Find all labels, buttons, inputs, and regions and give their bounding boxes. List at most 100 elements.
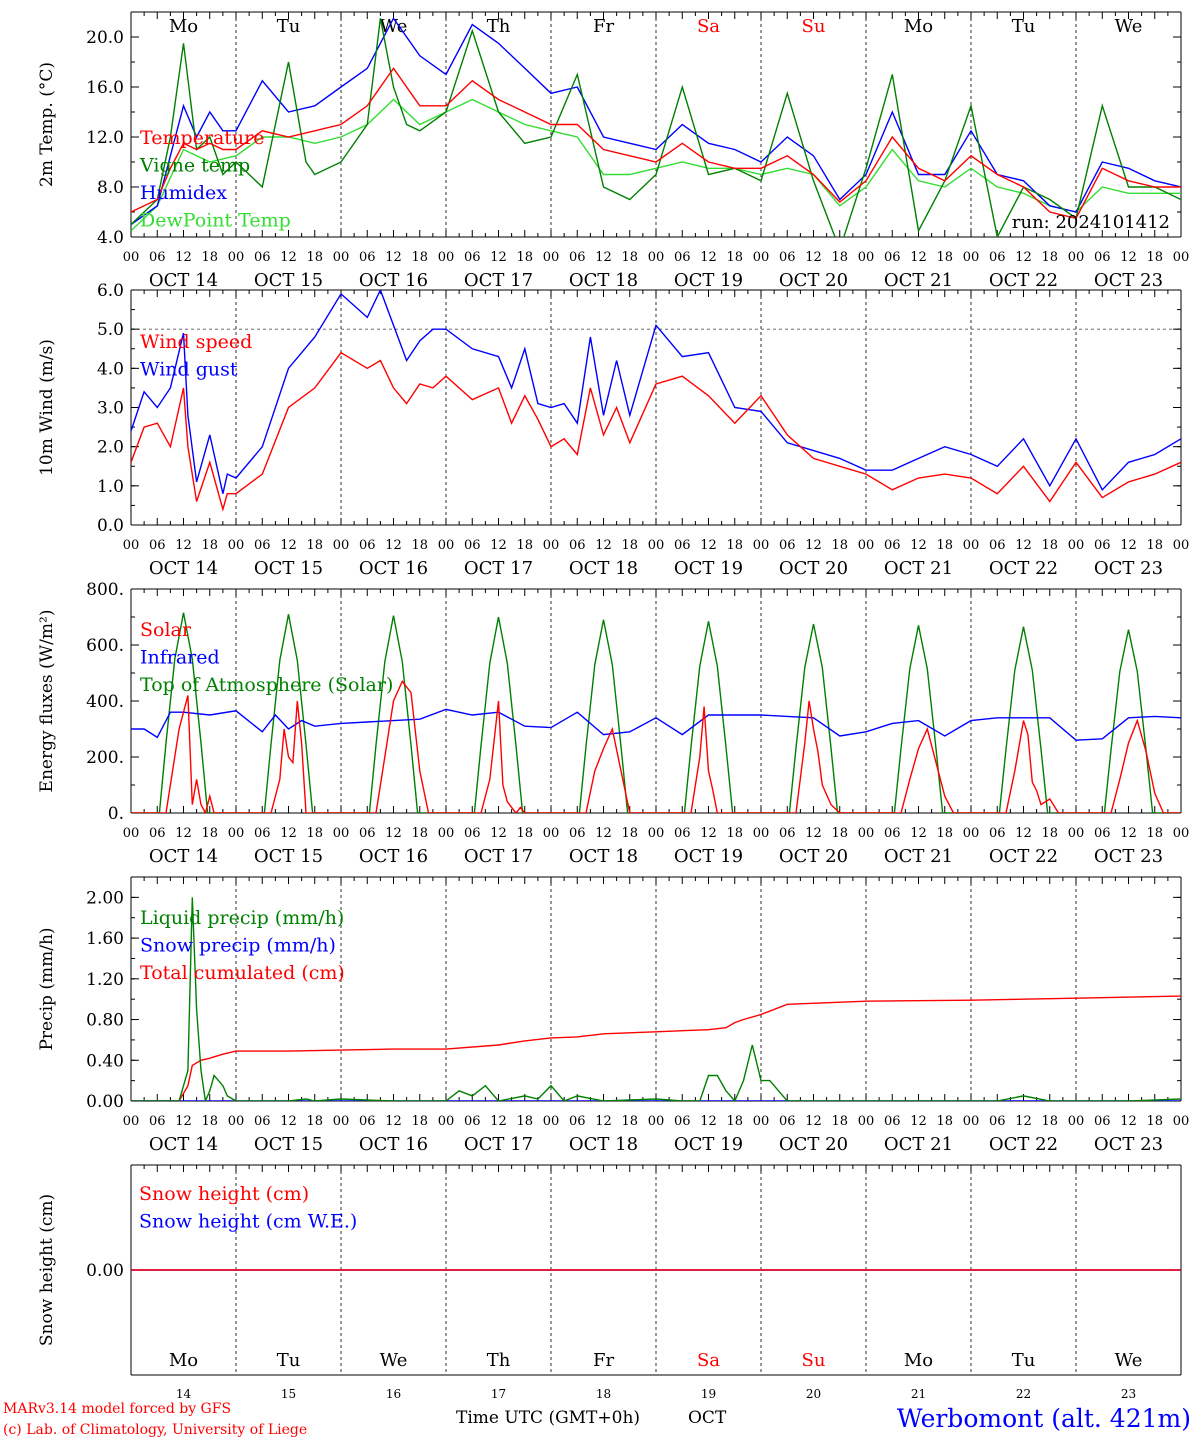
hour-tick-label: 00	[228, 826, 245, 841]
hour-tick-label: 00	[228, 250, 245, 265]
date-label: OCT 20	[779, 558, 848, 579]
hour-tick-label: 00	[123, 826, 140, 841]
hour-tick-label: 00	[333, 1114, 350, 1129]
hour-tick-label: 12	[805, 826, 822, 841]
hour-tick-label: 06	[464, 826, 481, 841]
hour-tick-label: 06	[884, 1114, 901, 1129]
legend-entry: Wind speed	[140, 331, 252, 353]
hour-tick-label: 06	[1094, 1114, 1111, 1129]
hour-tick-label: 12	[595, 826, 612, 841]
legend-entry: Humidex	[140, 182, 227, 204]
hour-tick-label: 12	[280, 250, 297, 265]
series-line-infrared	[131, 708, 1181, 741]
hour-tick-label: 00	[438, 538, 455, 553]
hour-tick-label: 00	[963, 1114, 980, 1129]
hour-tick-label: 12	[280, 1114, 297, 1129]
hour-tick-label: 06	[674, 250, 691, 265]
weekday-label: We	[380, 1350, 408, 1371]
hour-tick-label: 06	[1094, 826, 1111, 841]
hour-tick-label: 06	[569, 538, 586, 553]
hour-tick-label: 18	[306, 250, 323, 265]
day-number-label: 19	[701, 1387, 716, 1401]
hour-tick-label: 06	[569, 250, 586, 265]
date-label: OCT 22	[989, 1134, 1058, 1155]
hour-tick-label: 12	[805, 538, 822, 553]
hour-tick-label: 18	[1041, 538, 1058, 553]
run-annotation: run: 2024101412	[1012, 212, 1170, 233]
hour-tick-label: 06	[254, 1114, 271, 1129]
hour-tick-label: 00	[753, 250, 770, 265]
y-tick-label: 200.	[86, 748, 124, 768]
y-tick-label: 0.80	[86, 1011, 124, 1031]
hour-tick-label: 18	[726, 1114, 743, 1129]
series-line-temperature	[131, 67, 1181, 220]
hour-tick-label: 00	[123, 538, 140, 553]
hour-tick-label: 18	[411, 538, 428, 553]
date-label: OCT 15	[254, 846, 323, 867]
date-label: OCT 21	[884, 558, 953, 579]
y-tick-label: 0.	[108, 804, 124, 824]
date-label: OCT 22	[989, 846, 1058, 867]
hour-tick-label: 18	[201, 1114, 218, 1129]
y-tick-label: 4.0	[97, 359, 124, 379]
hour-tick-label: 18	[411, 1114, 428, 1129]
y-tick-label: 20.0	[86, 28, 124, 48]
hour-tick-label: 18	[1146, 1114, 1163, 1129]
hour-tick-label: 18	[726, 826, 743, 841]
series-line-wind-gust	[131, 290, 1181, 494]
hour-tick-label: 18	[516, 1114, 533, 1129]
hour-tick-label: 06	[254, 250, 271, 265]
hour-tick-label: 00	[333, 538, 350, 553]
hour-tick-label: 00	[753, 1114, 770, 1129]
hour-tick-label: 12	[490, 250, 507, 265]
date-label: OCT 15	[254, 1134, 323, 1155]
hour-tick-label: 06	[989, 826, 1006, 841]
y-tick-label: 2.00	[86, 888, 124, 908]
series-line-liquid-precip-mm-h	[131, 897, 1181, 1101]
hour-tick-label: 00	[438, 250, 455, 265]
hour-tick-label: 12	[175, 250, 192, 265]
hour-tick-label: 00	[648, 826, 665, 841]
hour-tick-label: 06	[569, 1114, 586, 1129]
hour-tick-label: 00	[543, 826, 560, 841]
hour-tick-label: 18	[201, 250, 218, 265]
hour-tick-label: 06	[569, 826, 586, 841]
date-label: OCT 15	[254, 558, 323, 579]
date-label: OCT 18	[569, 846, 638, 867]
weekday-label: We	[1115, 1350, 1143, 1371]
hour-tick-label: 06	[674, 1114, 691, 1129]
hour-tick-label: 00	[1173, 250, 1190, 265]
hour-tick-label: 12	[1015, 1114, 1032, 1129]
date-label: OCT 17	[464, 846, 533, 867]
hour-tick-label: 12	[595, 250, 612, 265]
y-tick-label: 1.60	[86, 929, 124, 949]
hour-tick-label: 00	[123, 1114, 140, 1129]
y-tick-label: 0.0	[97, 516, 124, 536]
weekday-label: Tu	[1012, 16, 1036, 37]
hour-tick-label: 06	[779, 538, 796, 553]
date-label: OCT 18	[569, 558, 638, 579]
hour-tick-label: 06	[464, 538, 481, 553]
hour-tick-label: 12	[805, 1114, 822, 1129]
date-label: OCT 23	[1094, 1134, 1163, 1155]
date-label: OCT 14	[149, 1134, 218, 1155]
hour-tick-label: 00	[1173, 1114, 1190, 1129]
hour-tick-label: 12	[490, 826, 507, 841]
day-number-label: 22	[1016, 1387, 1031, 1401]
hour-tick-label: 12	[1015, 826, 1032, 841]
date-label: OCT 14	[149, 846, 218, 867]
legend-entry: Infrared	[140, 647, 220, 669]
hour-tick-label: 18	[1041, 1114, 1058, 1129]
weekday-label: Mo	[904, 16, 933, 37]
legend-entry: Vigne temp	[139, 155, 250, 177]
date-label: OCT 17	[464, 1134, 533, 1155]
weekday-label: Tu	[277, 1350, 301, 1371]
date-label: OCT 16	[359, 558, 428, 579]
weekday-label: Su	[802, 16, 826, 37]
y-tick-label: 400.	[86, 692, 124, 712]
hour-tick-label: 18	[621, 538, 638, 553]
hour-tick-label: 00	[1068, 250, 1085, 265]
panel-5: 0.00 Snow height (cm) Mo Tu We Th Fr Sa Su Mo Tu We…	[37, 1164, 1182, 1401]
series-line-dewpoint-temp	[131, 98, 1181, 232]
hour-tick-label: 12	[385, 538, 402, 553]
